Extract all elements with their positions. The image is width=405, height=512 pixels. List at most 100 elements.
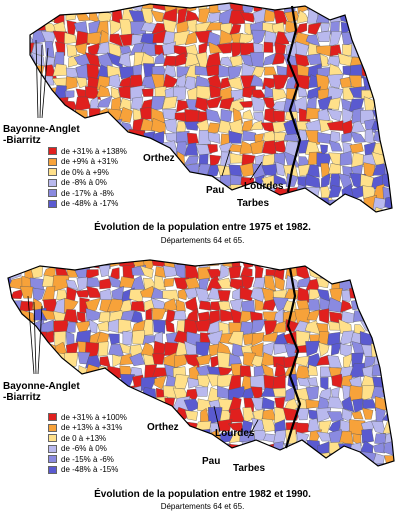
commune-cell: [0, 167, 11, 178]
commune-cell: [96, 375, 113, 387]
city-label-orthez: Orthez: [143, 153, 175, 164]
commune-cell: [11, 452, 23, 466]
city-label-orthez: Orthez: [147, 422, 179, 433]
legend-swatch: [48, 444, 57, 453]
commune-cell: [12, 431, 25, 445]
commune-cell: [85, 308, 103, 322]
commune-cell: [163, 385, 177, 399]
commune-cell: [329, 463, 345, 466]
commune-cell: [385, 141, 392, 153]
commune-cell: [20, 319, 31, 335]
city-label-tarbes: Tarbes: [237, 198, 270, 209]
commune-cell: [110, 3, 124, 10]
legend-item: de -17% à -8%: [48, 188, 178, 199]
legend-item: de -8% à 0%: [48, 178, 178, 189]
commune-cell: [228, 353, 242, 367]
commune-cell: [175, 299, 186, 312]
commune-cell: [209, 154, 222, 168]
commune-cell: [173, 374, 190, 389]
commune-cell: [152, 353, 165, 365]
commune-cell: [218, 119, 234, 134]
commune-cell: [395, 345, 405, 355]
commune-cell: [10, 208, 23, 221]
commune-cell: [173, 310, 187, 321]
commune-cell: [30, 3, 33, 9]
commune-cell: [44, 41, 55, 59]
commune-cell: [30, 177, 36, 189]
commune-cell: [52, 208, 64, 212]
commune-cell: [371, 44, 386, 57]
commune-cell: [228, 265, 242, 279]
commune-cell: [361, 428, 374, 444]
commune-cell: [22, 408, 35, 423]
commune-cell: [217, 207, 231, 212]
commune-cell: [295, 355, 311, 367]
commune-cell: [371, 53, 385, 67]
map-title: Évolution de la population entre 1975 et…: [94, 222, 311, 233]
commune-cell: [351, 3, 366, 14]
commune-cell: [31, 206, 47, 212]
commune-cell: [13, 34, 25, 46]
commune-cell: [108, 333, 120, 345]
commune-cell: [218, 366, 234, 377]
commune-cell: [394, 208, 405, 222]
commune-cell: [239, 267, 253, 278]
commune-cell: [66, 20, 77, 35]
legend-item: de 0 à +13%: [48, 433, 178, 444]
commune-cell: [217, 374, 234, 388]
commune-cell: [111, 129, 121, 145]
commune-cell: [242, 130, 257, 142]
legend-label: de -48% à -17%: [61, 199, 119, 209]
commune-cell: [395, 141, 405, 155]
commune-cell: [86, 377, 101, 391]
commune-cell: [393, 31, 405, 43]
commune-cell: [317, 260, 333, 271]
commune-cell: [11, 462, 25, 466]
commune-cell: [393, 320, 394, 333]
legend-item: de 0% à +9%: [48, 167, 178, 178]
commune-cell: [34, 8, 45, 25]
commune-cell: [239, 11, 255, 23]
commune-cell: [217, 290, 231, 302]
commune-cell: [31, 42, 45, 56]
commune-cell: [385, 75, 392, 89]
commune-cell: [211, 198, 223, 209]
commune-cell: [327, 55, 341, 67]
commune-cell: [395, 119, 405, 131]
commune-cell: [384, 56, 392, 69]
commune-cell: [305, 386, 320, 401]
commune-cell: [397, 256, 405, 270]
commune-cell: [162, 265, 178, 278]
commune-cell: [272, 462, 288, 466]
commune-cell: [381, 260, 394, 271]
commune-cell: [0, 0, 12, 11]
commune-cell: [308, 289, 322, 302]
commune-cell: [30, 442, 45, 453]
commune-cell: [10, 55, 24, 65]
map-panel-1982-1990: Bayonne-Anglet -Biarritz Orthez Lourdes …: [0, 256, 405, 512]
commune-cell: [239, 365, 252, 378]
commune-cell: [88, 209, 100, 212]
commune-cell: [0, 185, 13, 200]
commune-cell: [386, 208, 392, 212]
commune-cell: [154, 266, 166, 278]
commune-cell: [187, 441, 198, 457]
commune-cell: [385, 86, 392, 102]
commune-cell: [162, 96, 178, 110]
legend-swatch: [48, 157, 57, 166]
commune-cell: [328, 63, 344, 78]
commune-cell: [361, 51, 374, 67]
commune-cell: [176, 99, 189, 113]
commune-cell: [397, 311, 405, 325]
legend-item: de -15% à -6%: [48, 454, 178, 465]
commune-cell: [173, 207, 188, 212]
commune-cell: [399, 453, 405, 467]
commune-cell: [9, 109, 24, 121]
commune-cell: [205, 108, 222, 124]
commune-cell: [195, 287, 211, 303]
commune-cell: [382, 363, 394, 378]
commune-cell: [209, 440, 223, 456]
commune-cell: [340, 206, 351, 212]
commune-cell: [295, 407, 310, 421]
commune-cell: [20, 440, 36, 454]
